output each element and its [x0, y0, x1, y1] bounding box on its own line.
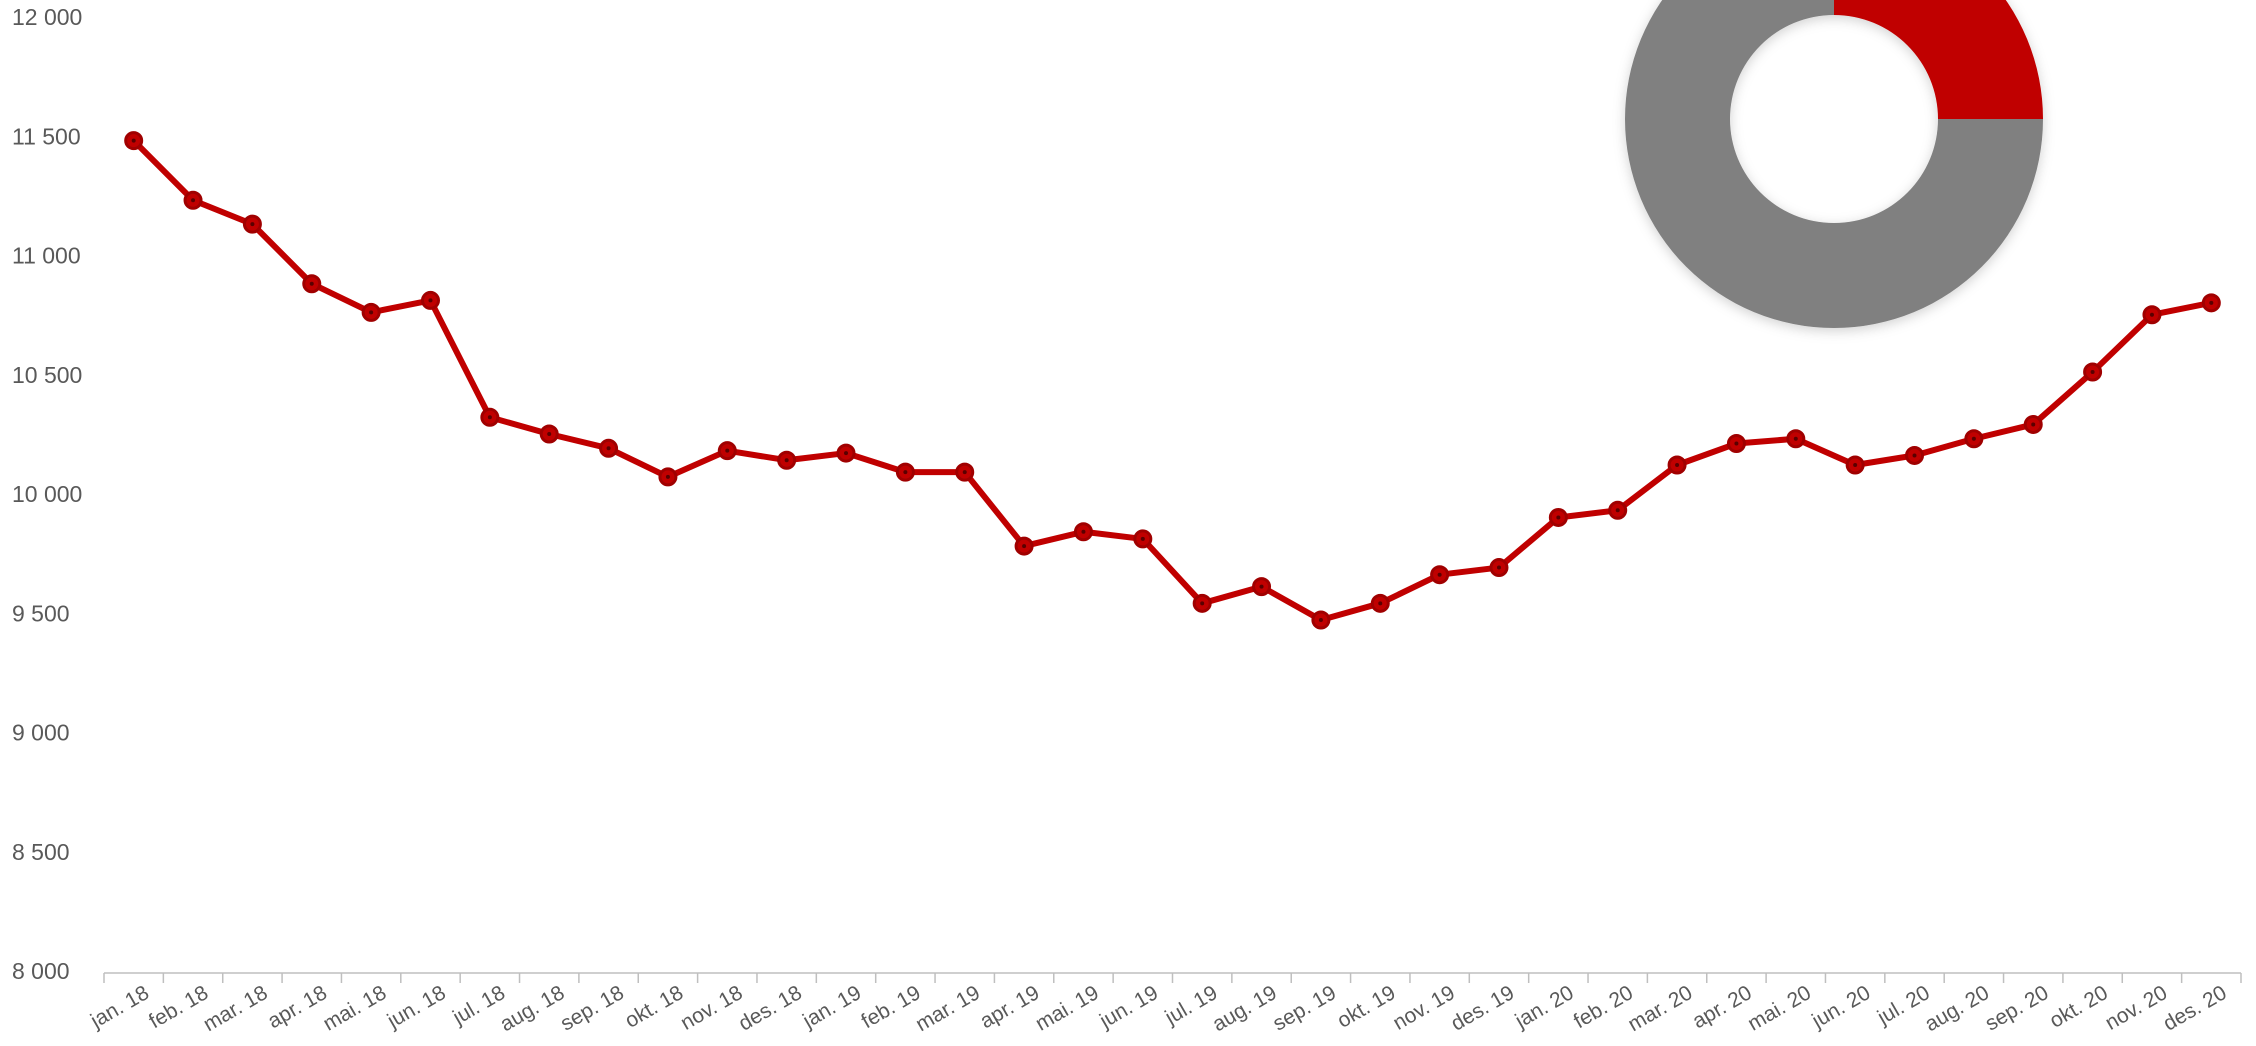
x-tick-label: des. 19 — [1447, 981, 1518, 1035]
x-tick-label: mar. 19 — [912, 981, 984, 1036]
x-tick-label: aug. 18 — [496, 981, 568, 1036]
x-tick-label: apr. 19 — [976, 981, 1043, 1033]
y-tick-label: 10 000 — [12, 481, 82, 507]
data-line — [131, 138, 2212, 624]
data-point-center — [369, 310, 374, 315]
x-tick-label: aug. 19 — [1209, 981, 1281, 1036]
x-tick-label: nov. 19 — [1389, 981, 1459, 1035]
data-point-center — [428, 298, 433, 303]
data-point-center — [606, 446, 611, 451]
x-tick-label: okt. 20 — [2046, 981, 2112, 1032]
data-point-center — [962, 470, 967, 475]
data-point-center — [1971, 436, 1976, 441]
donut — [1625, 0, 2043, 328]
x-tick-label: jan. 20 — [1511, 981, 1578, 1033]
x-tick-label: jun. 18 — [383, 981, 450, 1033]
y-tick-label: 12 000 — [12, 4, 82, 30]
x-tick-label: mai. 18 — [319, 981, 390, 1035]
donut-slice — [1834, 0, 2043, 119]
x-tick-label: mai. 19 — [1032, 981, 1103, 1035]
data-point-center — [547, 431, 552, 436]
x-tick-label: jan. 18 — [86, 981, 153, 1033]
data-point-center — [1853, 462, 1858, 467]
y-tick-label: 9 500 — [12, 600, 70, 626]
data-point-center — [1734, 441, 1739, 446]
data-point-center — [844, 451, 849, 456]
data-point-center — [2149, 312, 2154, 317]
data-point-center — [1496, 565, 1501, 570]
x-tick-label: sep. 20 — [1981, 981, 2052, 1035]
data-point-center — [725, 448, 730, 453]
x-tick-label: nov. 20 — [2101, 981, 2171, 1035]
y-tick-label: 10 500 — [12, 362, 82, 388]
data-point-center — [1259, 584, 1264, 589]
data-point-center — [1675, 462, 1680, 467]
data-point-center — [2090, 369, 2095, 374]
x-tick-label: nov. 18 — [677, 981, 747, 1035]
y-tick-label: 11 000 — [12, 243, 81, 269]
data-point-center — [1378, 601, 1383, 606]
y-tick-label: 9 000 — [12, 720, 70, 746]
x-tick-label: sep. 19 — [1269, 981, 1340, 1035]
x-tick-label: jun. 20 — [1807, 981, 1874, 1033]
x-tick-label: sep. 18 — [557, 981, 628, 1035]
y-tick-label: 8 000 — [12, 958, 70, 984]
x-tick-label: okt. 18 — [621, 981, 687, 1032]
y-tick-label: 8 500 — [12, 839, 70, 865]
x-tick-label: mar. 18 — [200, 981, 272, 1036]
x-tick-label: apr. 20 — [1689, 981, 1756, 1033]
x-tick-label: mai. 20 — [1744, 981, 1815, 1035]
x-tick-label: des. 20 — [2159, 981, 2230, 1035]
data-point-center — [1793, 436, 1798, 441]
y-tick-label: 11 500 — [12, 123, 81, 149]
x-tick-label: okt. 19 — [1333, 981, 1399, 1032]
x-tick-label: jun. 19 — [1095, 981, 1162, 1033]
data-point-center — [2031, 422, 2036, 427]
data-point-center — [1437, 572, 1442, 577]
x-tick-label: des. 18 — [735, 981, 806, 1035]
x-tick-label: feb. 19 — [858, 981, 925, 1033]
x-tick-label: feb. 18 — [145, 981, 212, 1033]
data-point-center — [665, 474, 670, 479]
data-point-center — [1912, 453, 1917, 458]
data-point-center — [1556, 515, 1561, 520]
data-point-center — [1200, 601, 1205, 606]
data-point-center — [131, 138, 136, 143]
donut-slice — [1625, 0, 2043, 328]
data-point-center — [191, 198, 196, 203]
data-point-center — [309, 281, 314, 286]
x-tick-label: apr. 18 — [264, 981, 331, 1033]
data-point-center — [1318, 618, 1323, 623]
data-point-center — [1081, 529, 1086, 534]
data-point-center — [1615, 508, 1620, 513]
data-point-center — [903, 470, 908, 475]
data-point-center — [1022, 544, 1027, 549]
x-tick-label: mar. 20 — [1624, 981, 1696, 1036]
data-point-center — [1140, 536, 1145, 541]
x-tick-label: feb. 20 — [1570, 981, 1637, 1033]
data-point-center — [487, 415, 492, 420]
data-point-center — [784, 458, 789, 463]
data-point-center — [250, 222, 255, 227]
x-tick-label: aug. 20 — [1921, 981, 1993, 1036]
data-point-center — [2209, 300, 2214, 305]
x-tick-label: jan. 19 — [798, 981, 865, 1033]
